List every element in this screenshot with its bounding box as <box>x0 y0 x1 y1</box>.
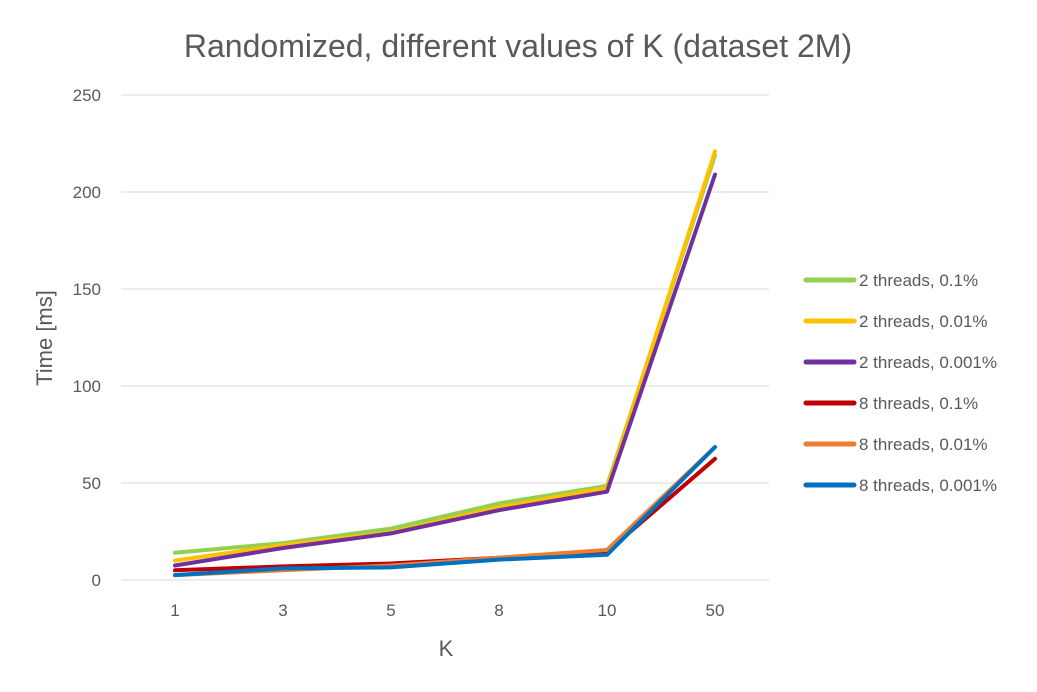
legend-label: 8 threads, 0.001% <box>859 476 997 495</box>
series-lines <box>173 149 717 578</box>
x-tick-label: 10 <box>598 601 617 620</box>
legend-label: 2 threads, 0.1% <box>859 271 978 290</box>
legend-label: 8 threads, 0.01% <box>859 435 988 454</box>
y-tick-label: 100 <box>73 377 101 396</box>
legend-label: 2 threads, 0.01% <box>859 312 988 331</box>
y-tick-label: 50 <box>82 474 101 493</box>
y-axis-ticks: 0 50 100 150 200 250 <box>73 86 101 590</box>
x-axis-label: K <box>439 636 454 661</box>
gridlines <box>121 94 769 581</box>
series-line-3 <box>173 172 717 568</box>
x-tick-label: 5 <box>386 601 395 620</box>
x-tick-label: 50 <box>706 601 725 620</box>
y-tick-label: 0 <box>92 571 101 590</box>
legend-label: 2 threads, 0.001% <box>859 353 997 372</box>
series-line-1 <box>173 153 717 555</box>
chart-title: Randomized, different values of K (datas… <box>184 28 852 64</box>
series-line-5 <box>173 445 717 578</box>
y-tick-label: 250 <box>73 86 101 105</box>
x-tick-label: 3 <box>278 601 287 620</box>
y-tick-label: 200 <box>73 183 101 202</box>
y-tick-label: 150 <box>73 280 101 299</box>
x-tick-label: 1 <box>170 601 179 620</box>
series-line-2 <box>173 149 717 563</box>
legend: 2 threads, 0.1% 2 threads, 0.01% 2 threads… <box>803 271 997 495</box>
x-tick-label: 8 <box>494 601 503 620</box>
y-axis-label: Time [ms] <box>32 290 57 386</box>
x-axis-ticks: 1 3 5 8 10 50 <box>170 601 724 620</box>
legend-label: 8 threads, 0.1% <box>859 394 978 413</box>
series-line-6 <box>173 445 717 578</box>
